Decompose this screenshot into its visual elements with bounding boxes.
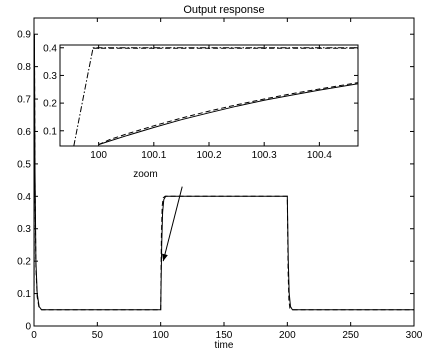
main-y-tick-label: 0.3: [17, 224, 31, 235]
main-x-tick-label: 150: [216, 330, 233, 341]
main-annotation-zoom: zoom: [133, 169, 157, 180]
inset-series-line-solid-0: [98, 83, 359, 146]
inset-y-tick-label: 0.2: [43, 99, 57, 110]
main-x-axis-label: time: [215, 340, 234, 351]
inset-axes-frame: [59, 44, 359, 147]
main-y-tick-label: 0.8: [17, 62, 31, 73]
main-x-tick-label: 100: [152, 330, 169, 341]
main-y-tick-label: 0.5: [17, 159, 31, 170]
inset-series-line-dashed-1: [98, 82, 359, 146]
main-x-tick-label: 250: [342, 330, 359, 341]
main-y-tick-label: 0.7: [17, 95, 31, 106]
inset-y-tick-label: 0.3: [43, 71, 57, 82]
inset-x-tick-label: 100.1: [141, 150, 166, 161]
main-y-tick-label: 0.6: [17, 127, 31, 138]
main-chart-title: Output response: [183, 4, 264, 16]
main-y-tick-label: 0.1: [17, 289, 31, 300]
main-y-tick-label: 0.4: [17, 192, 31, 203]
main-zoom-arrow-line: [162, 186, 183, 262]
main-x-tick-label: 50: [92, 330, 104, 341]
main-x-tick-label: 0: [31, 330, 37, 341]
inset-x-tick-label: 100.2: [196, 150, 221, 161]
inset-y-tick-label: 0.4: [43, 43, 57, 54]
main-zoom-arrow-head: [162, 253, 168, 262]
inset-x-tick-label: 100.4: [307, 150, 332, 161]
inset-x-tick-label: 100.3: [252, 150, 277, 161]
main-x-tick-label: 200: [279, 330, 296, 341]
main-y-tick-label: 0: [25, 322, 31, 333]
main-x-tick-label: 300: [406, 330, 423, 341]
main-y-tick-label: 0.2: [17, 257, 31, 268]
inset-x-tick-label: 100: [90, 150, 107, 161]
main-y-tick-label: 0.9: [17, 30, 31, 41]
main-series-line-dashed-1: [33, 34, 414, 327]
inset-plot: 100 100.1 100.2 100.3 100.4 0.1 0.2 0.3 0.4: [43, 43, 359, 161]
inset-y-tick-label: 0.1: [43, 126, 57, 137]
